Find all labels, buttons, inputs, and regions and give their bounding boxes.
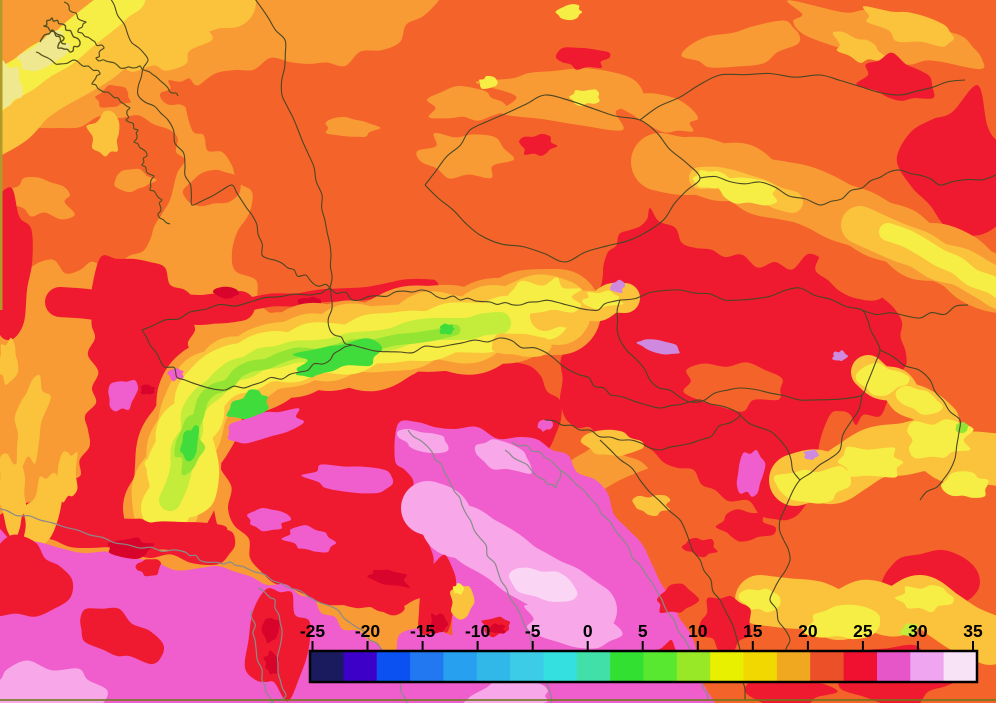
- svg-text:25: 25: [853, 621, 873, 641]
- svg-text:0: 0: [583, 621, 593, 641]
- svg-text:30: 30: [908, 621, 928, 641]
- svg-text:-5: -5: [525, 621, 541, 641]
- svg-text:15: 15: [743, 621, 763, 641]
- svg-text:-10: -10: [465, 621, 491, 641]
- svg-text:5: 5: [638, 621, 648, 641]
- svg-text:-25: -25: [300, 621, 326, 641]
- svg-text:-15: -15: [410, 621, 436, 641]
- svg-text:35: 35: [963, 621, 983, 641]
- svg-text:20: 20: [798, 621, 818, 641]
- svg-text:-20: -20: [355, 621, 381, 641]
- svg-text:10: 10: [688, 621, 708, 641]
